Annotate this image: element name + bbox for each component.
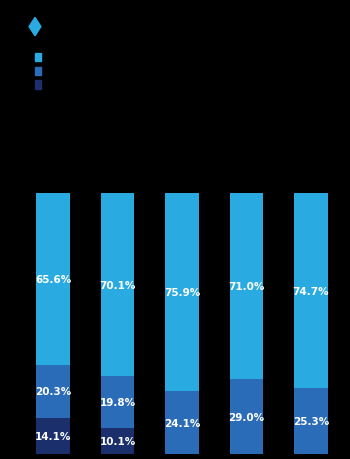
Text: 14.1%: 14.1% bbox=[35, 431, 71, 441]
Text: 70.1%: 70.1% bbox=[99, 280, 136, 290]
Text: 19.8%: 19.8% bbox=[99, 397, 136, 407]
Bar bbox=[294, 194, 328, 388]
Bar bbox=[36, 418, 70, 454]
Text: 29.0%: 29.0% bbox=[228, 412, 265, 422]
Bar bbox=[101, 194, 134, 376]
Bar bbox=[101, 376, 134, 428]
Bar bbox=[165, 194, 199, 392]
Text: 71.0%: 71.0% bbox=[228, 281, 265, 291]
Text: 25.3%: 25.3% bbox=[293, 416, 329, 426]
Bar bbox=[101, 428, 134, 454]
Bar bbox=[36, 194, 70, 365]
Text: 24.1%: 24.1% bbox=[164, 418, 200, 428]
Bar bbox=[294, 388, 328, 454]
Text: 65.6%: 65.6% bbox=[35, 274, 71, 284]
Text: 75.9%: 75.9% bbox=[164, 288, 200, 297]
Bar bbox=[230, 194, 263, 379]
Bar bbox=[165, 392, 199, 454]
Bar bbox=[36, 365, 70, 418]
Text: 74.7%: 74.7% bbox=[293, 286, 329, 296]
Text: 10.1%: 10.1% bbox=[99, 436, 136, 446]
Text: 20.3%: 20.3% bbox=[35, 386, 71, 396]
Bar bbox=[230, 379, 263, 454]
